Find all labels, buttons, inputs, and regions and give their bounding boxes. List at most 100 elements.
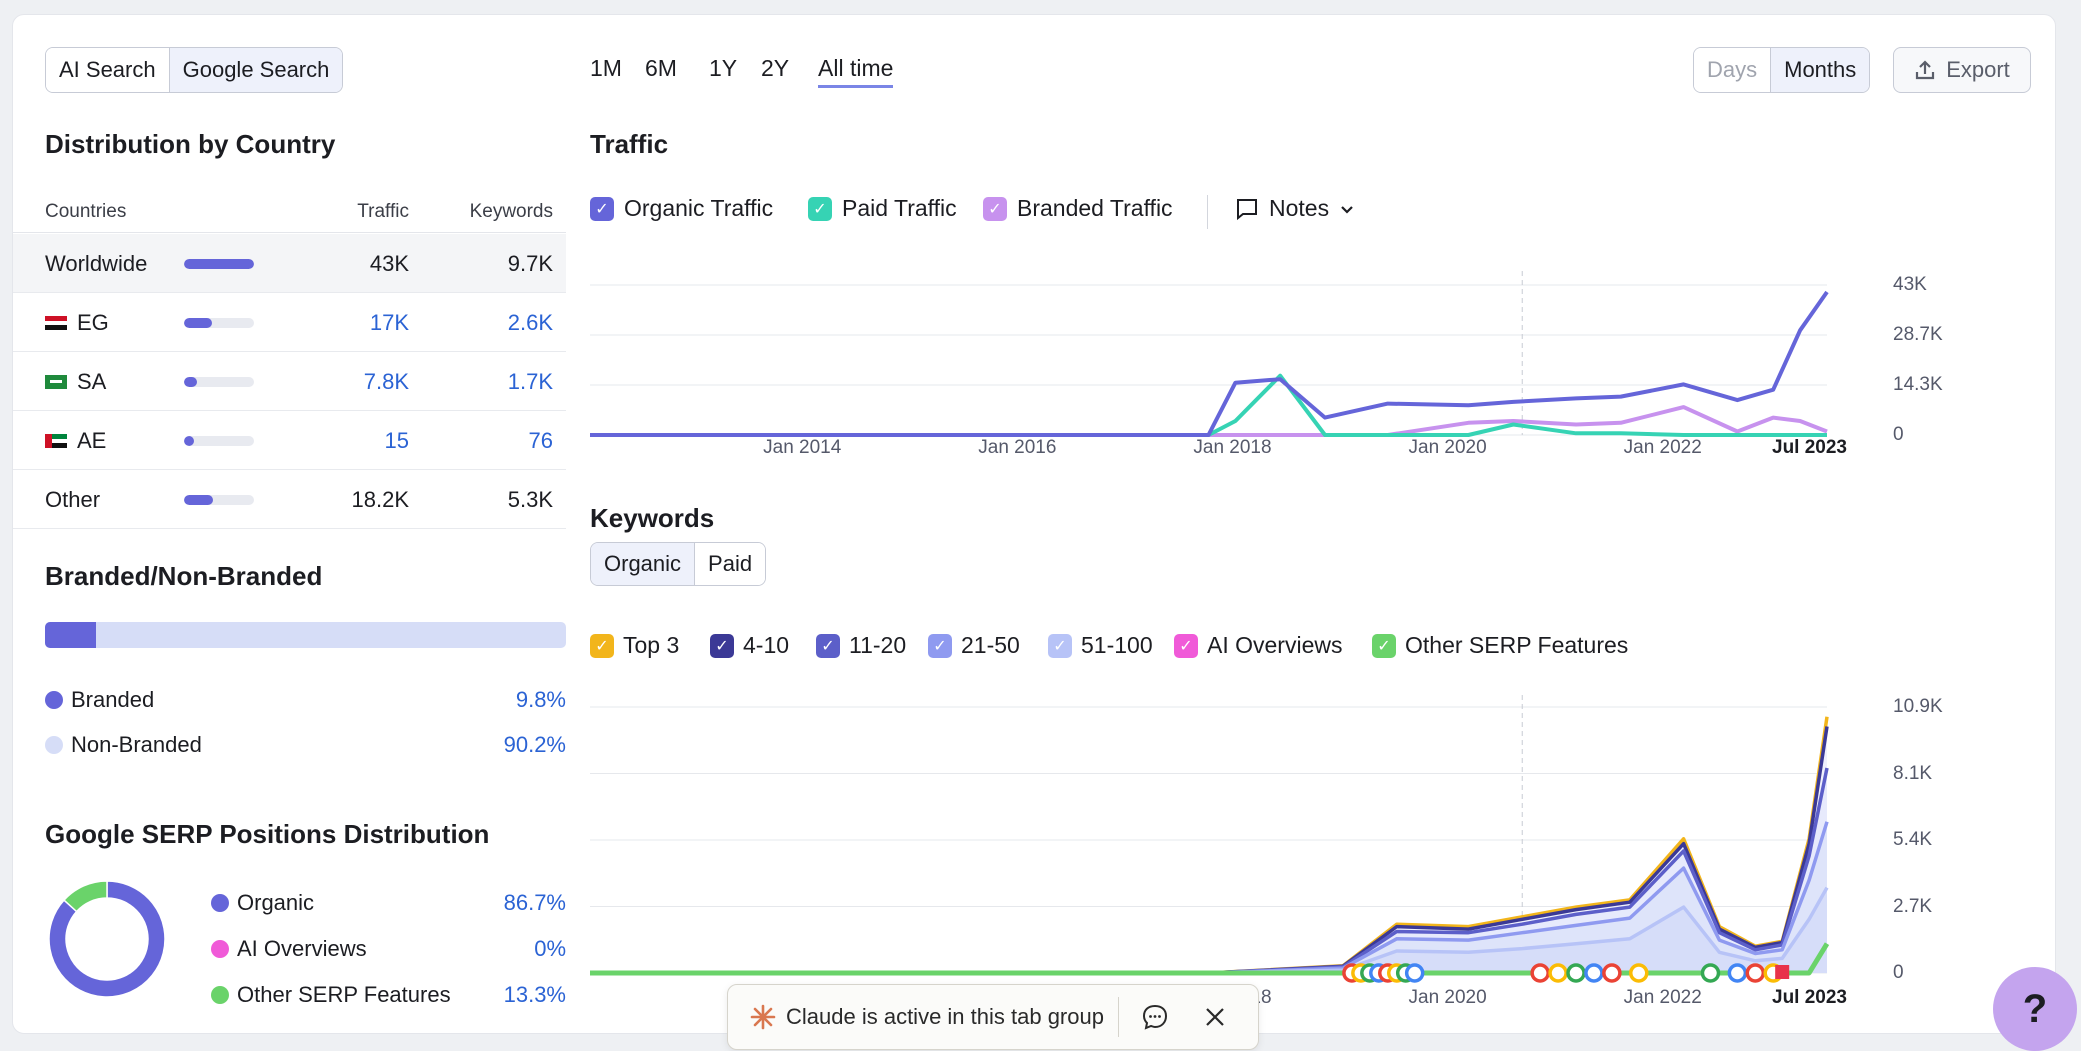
google-update-note-icon[interactable] xyxy=(1745,963,1766,983)
country-row[interactable]: Worldwide 43K 9.7K xyxy=(13,234,566,293)
google-update-note-icon[interactable] xyxy=(1700,963,1721,983)
tab-ai-search[interactable]: AI Search xyxy=(46,48,169,92)
notes-dropdown[interactable]: Notes xyxy=(1235,195,1355,222)
range-option[interactable]: All time xyxy=(818,55,894,88)
traffic-series-line[interactable] xyxy=(590,290,1829,437)
legend-label: AI Overviews xyxy=(1207,632,1343,658)
serp-section-title: Google SERP Positions Distribution xyxy=(45,819,490,849)
range-option[interactable]: 2Y xyxy=(761,55,790,81)
country-row[interactable]: AE 15 76 xyxy=(13,411,566,470)
google-update-note-icon[interactable] xyxy=(1629,963,1649,983)
range-option[interactable]: 1Y xyxy=(709,55,738,81)
branded-share-bar xyxy=(45,622,566,648)
google-update-note-icon[interactable] xyxy=(1584,963,1604,983)
country-row[interactable]: EG 17K 2.6K xyxy=(13,293,566,352)
x-tick-label: Jul 2023 xyxy=(1772,987,1847,1008)
country-name: Worldwide xyxy=(45,251,147,277)
country-name: SA xyxy=(45,369,106,395)
country-share-fill xyxy=(184,318,212,328)
country-share-bar xyxy=(184,377,254,387)
x-tick-label: Jul 2023 xyxy=(1772,437,1847,458)
keywords-column-header[interactable]: Keywords xyxy=(469,201,553,222)
organic-option[interactable]: Organic xyxy=(591,543,695,585)
donut-slice[interactable] xyxy=(48,880,166,998)
checkbox-checked-icon: ✓ xyxy=(928,633,952,658)
google-update-note-icon[interactable] xyxy=(1566,963,1586,983)
serp-label: Other SERP Features xyxy=(237,982,451,1007)
months-option[interactable]: Months xyxy=(1770,48,1870,92)
google-update-note-icon[interactable] xyxy=(1530,963,1550,983)
days-option[interactable]: Days xyxy=(1694,48,1771,92)
export-button[interactable]: Export xyxy=(1893,47,2031,93)
help-button[interactable]: ? xyxy=(1993,967,2077,1051)
y-tick-label: 14.3K xyxy=(1893,374,1943,395)
legend-toggle[interactable]: ✓ 4-10 xyxy=(710,632,789,659)
checkbox-checked-icon: ✓ xyxy=(983,196,1007,221)
traffic-section-title: Traffic xyxy=(590,129,669,159)
export-label: Export xyxy=(1946,57,2010,82)
country-keywords-value[interactable]: 1.7K xyxy=(507,369,553,394)
legend-label: Branded Traffic xyxy=(1017,195,1173,221)
flag-sa-icon xyxy=(45,375,67,389)
legend-toggle[interactable]: ✓ Paid Traffic xyxy=(808,195,957,222)
traffic-series-line[interactable] xyxy=(590,373,1827,437)
donut-slice[interactable] xyxy=(62,880,108,913)
granularity-toggle: Days Months xyxy=(1693,47,1871,93)
chat-icon[interactable] xyxy=(1141,1003,1169,1031)
upload-icon xyxy=(1916,60,1935,80)
country-traffic-value[interactable]: 17K xyxy=(369,310,409,335)
close-icon[interactable] xyxy=(1203,1005,1227,1029)
x-tick-label: Jan 2014 xyxy=(763,437,842,458)
keyword-series-area xyxy=(590,887,1827,973)
traffic-chart xyxy=(590,271,1829,437)
country-keywords-value[interactable]: 76 xyxy=(528,428,553,453)
country-share-bar xyxy=(184,318,254,328)
country-share-fill xyxy=(184,495,214,505)
nonbranded-dot-icon xyxy=(45,736,63,754)
legend-toggle[interactable]: ✓ 21-50 xyxy=(928,632,1020,659)
traffic-series-line[interactable] xyxy=(590,405,1828,437)
serp-label: AI Overviews xyxy=(237,936,367,961)
serp-value: 0% xyxy=(534,936,566,961)
keyword-series-line[interactable] xyxy=(590,821,1829,975)
legend-toggle[interactable]: ✓ AI Overviews xyxy=(1174,632,1342,659)
flag-note-icon[interactable] xyxy=(1775,965,1790,979)
legend-label: 21-50 xyxy=(961,632,1020,658)
google-update-note-icon[interactable] xyxy=(1602,963,1622,983)
country-row[interactable]: Other 18.2K 5.3K xyxy=(13,470,566,529)
country-traffic-value[interactable]: 15 xyxy=(384,428,409,453)
serp-label: Organic xyxy=(237,890,315,915)
keywords-chart xyxy=(590,695,1830,983)
nonbranded-label: Non-Branded xyxy=(71,732,202,757)
country-traffic-value[interactable]: 7.8K xyxy=(363,369,409,394)
legend-toggle[interactable]: ✓ Top 3 xyxy=(590,632,679,659)
legend-toggle[interactable]: ✓ 11-20 xyxy=(816,632,906,659)
flag-eg-icon xyxy=(45,316,67,330)
legend-toggle[interactable]: ✓ 51-100 xyxy=(1048,632,1153,659)
tab-google-search[interactable]: Google Search xyxy=(168,48,343,92)
legend-toggle[interactable]: ✓ Organic Traffic xyxy=(590,195,773,222)
keyword-series-line[interactable] xyxy=(590,767,1829,975)
serp-color-dot-icon xyxy=(211,986,229,1004)
keywords-section-title: Keywords xyxy=(590,503,715,533)
countries-column-header: Countries xyxy=(45,201,127,222)
country-section-title: Distribution by Country xyxy=(45,129,336,159)
checkbox-checked-icon: ✓ xyxy=(1174,633,1198,658)
y-tick-label: 0 xyxy=(1893,424,1904,445)
range-option[interactable]: 1M xyxy=(590,55,622,81)
toast-text: Claude is active in this tab group xyxy=(786,1004,1104,1029)
range-option[interactable]: 6M xyxy=(645,55,677,81)
country-share-bar xyxy=(184,436,254,446)
google-update-note-icon[interactable] xyxy=(1727,963,1748,983)
legend-toggle[interactable]: ✓ Other SERP Features xyxy=(1372,632,1628,659)
traffic-column-header[interactable]: Traffic xyxy=(357,201,409,222)
paid-option[interactable]: Paid xyxy=(694,543,766,585)
legend-toggle[interactable]: ✓ Branded Traffic xyxy=(983,195,1173,222)
branded-section-title: Branded/Non-Branded xyxy=(45,561,323,591)
country-keywords-value[interactable]: 2.6K xyxy=(507,310,553,335)
google-update-note-icon[interactable] xyxy=(1548,963,1568,983)
branded-share-fill xyxy=(45,622,97,648)
checkbox-checked-icon: ✓ xyxy=(816,633,840,658)
country-row[interactable]: SA 7.8K 1.7K xyxy=(13,352,566,411)
google-update-note-icon[interactable] xyxy=(1404,963,1425,983)
